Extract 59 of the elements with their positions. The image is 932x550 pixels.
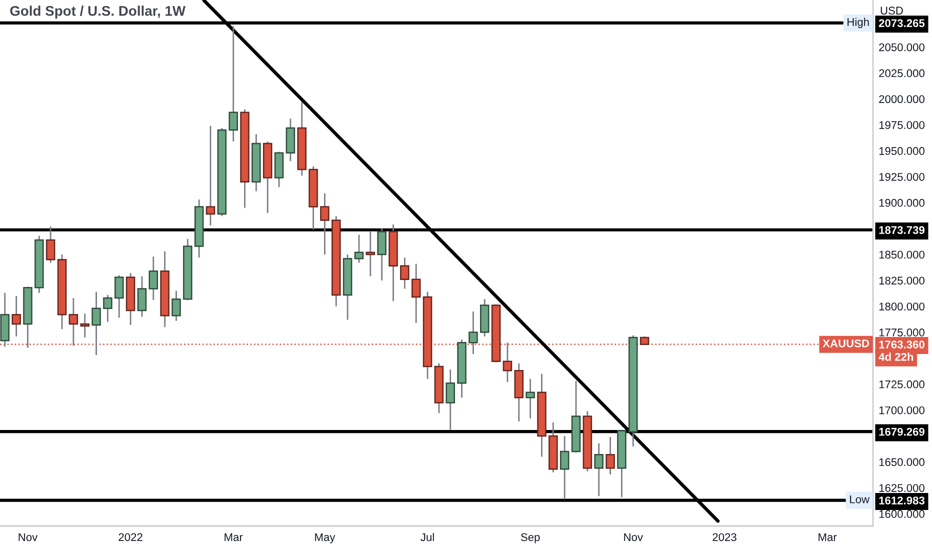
- y-tick-label: 2073.265: [878, 19, 925, 28]
- y-tick-label: 2025.000: [879, 69, 924, 78]
- candlestick: [446, 368, 455, 430]
- candlestick: [526, 378, 535, 420]
- chart-title: Gold Spot / U.S. Dollar, 1W: [10, 6, 186, 19]
- annotation: 4d 22h: [878, 352, 914, 361]
- candlestick: [320, 192, 330, 256]
- y-tick-label: 2050.000: [879, 43, 924, 52]
- y-tick-label: 1800.000: [879, 302, 924, 310]
- candlestick: [377, 228, 386, 282]
- candlestick: [228, 26, 238, 142]
- y-tick-label: 1725.000: [879, 380, 924, 388]
- x-tick-label: 2023: [712, 533, 736, 542]
- ref-line-label: Low: [850, 496, 870, 504]
- candlestick: [137, 276, 147, 318]
- candlestick: [12, 295, 21, 338]
- y-tick-label: 1763.360: [879, 340, 924, 348]
- x-tick-label: 2022: [118, 533, 142, 542]
- y-tick-label: 1975.000: [879, 121, 924, 129]
- x-tick-label: Jul: [420, 532, 434, 542]
- candlestick: [114, 274, 124, 318]
- y-tick-label: 1925.000: [879, 172, 924, 181]
- candlestick: [172, 290, 181, 322]
- y-tick-label: 1600.000: [879, 510, 924, 518]
- y-tick-label: 1900.000: [879, 198, 924, 207]
- y-tick-label: 1679.269: [879, 428, 924, 436]
- candlestick: [206, 125, 216, 226]
- ref-line-label: High: [848, 18, 869, 28]
- x-tick-label: Sep: [520, 533, 540, 544]
- y-tick-label: 1625.000: [879, 484, 924, 492]
- candlestick: [411, 263, 421, 324]
- candlestick: [594, 442, 604, 497]
- candlestick: [92, 291, 101, 356]
- candlestick: [400, 256, 410, 290]
- candlestick: [148, 256, 158, 301]
- x-tick-label: Mar: [224, 533, 243, 542]
- x-tick-label: Nov: [18, 533, 38, 542]
- x-tick-label: Mar: [818, 533, 837, 542]
- y-tick-label: 1873.739: [879, 226, 924, 234]
- y-tick-label: 1612.983: [879, 496, 924, 504]
- candlestick: [366, 230, 376, 277]
- y-tick-label: 1850.000: [879, 250, 924, 259]
- ref-line-label: XAUUSD: [822, 339, 870, 348]
- y-axis-title: USD: [880, 6, 903, 15]
- candlestick: [80, 312, 90, 338]
- candlestick: [468, 310, 478, 355]
- x-tick-label: May: [315, 533, 336, 544]
- candlestick: [560, 435, 570, 500]
- y-tick-label: 1775.000: [879, 328, 924, 336]
- candlestick: [46, 226, 56, 264]
- y-tick-label: 1700.000: [879, 406, 924, 414]
- y-tick-label: 1825.000: [879, 276, 924, 285]
- candlestick: [606, 436, 615, 476]
- x-tick-label: Nov: [624, 533, 643, 542]
- y-tick-label: 1650.000: [879, 458, 924, 466]
- candlestick: [354, 234, 364, 264]
- y-tick-label: 2000.000: [879, 95, 924, 104]
- y-tick-label: 1950.000: [879, 147, 924, 155]
- candlestick: [103, 294, 112, 323]
